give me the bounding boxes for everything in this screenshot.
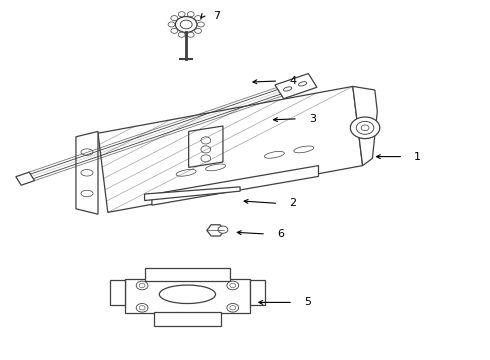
Polygon shape [154,312,220,326]
Polygon shape [98,86,363,212]
Circle shape [227,303,239,312]
Text: 3: 3 [309,114,316,124]
Circle shape [171,15,178,21]
Circle shape [195,15,201,21]
Polygon shape [145,187,240,201]
Polygon shape [110,280,125,305]
Polygon shape [275,73,317,99]
Circle shape [187,12,194,17]
Polygon shape [189,126,223,167]
Polygon shape [145,268,230,281]
Polygon shape [125,279,250,313]
Circle shape [197,22,204,27]
Ellipse shape [265,152,284,158]
Polygon shape [16,172,34,185]
Text: 4: 4 [289,76,296,86]
Circle shape [350,117,380,139]
Circle shape [178,32,185,37]
Ellipse shape [159,285,216,303]
Polygon shape [240,119,273,132]
Circle shape [178,12,185,17]
Circle shape [136,303,148,312]
Ellipse shape [176,170,196,176]
Circle shape [136,281,148,290]
Circle shape [171,28,178,33]
Ellipse shape [294,146,314,153]
Text: 6: 6 [277,229,284,239]
Circle shape [218,226,228,233]
Polygon shape [76,131,98,214]
Text: 1: 1 [414,152,421,162]
Polygon shape [353,86,377,166]
Ellipse shape [206,164,225,171]
Text: 5: 5 [304,297,311,307]
Circle shape [168,22,175,27]
Text: 2: 2 [289,198,296,208]
Circle shape [227,281,239,290]
Text: 7: 7 [213,11,220,21]
Polygon shape [152,166,318,205]
Circle shape [187,32,194,37]
Polygon shape [250,280,265,305]
Circle shape [195,28,201,33]
